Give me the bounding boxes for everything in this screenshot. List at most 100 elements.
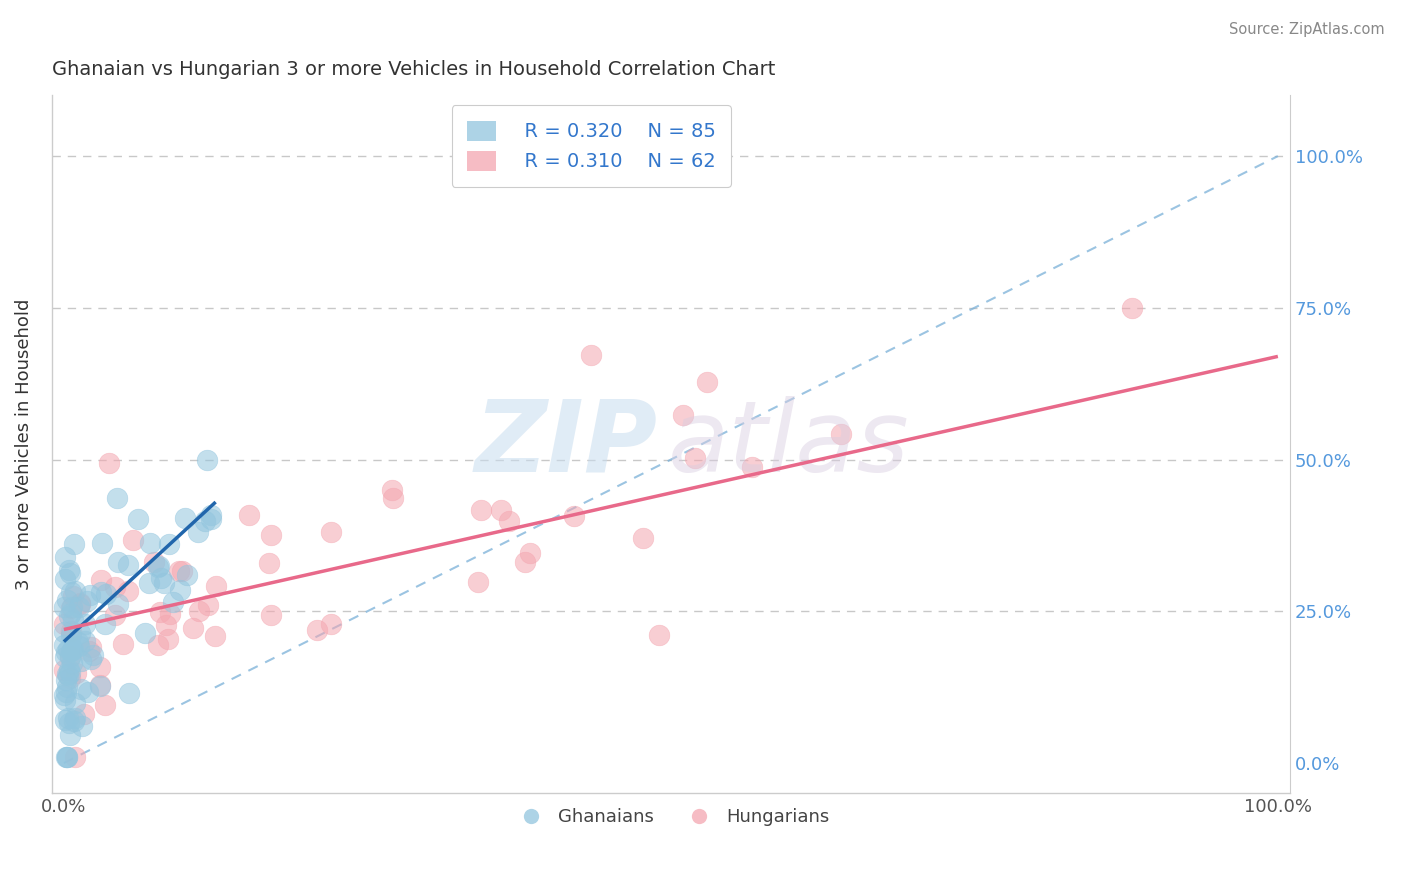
Point xyxy=(53,549,76,564)
Point xyxy=(58,609,80,624)
Point xyxy=(60,643,83,657)
Point xyxy=(58,663,80,677)
Point xyxy=(59,566,82,581)
Point xyxy=(55,685,77,699)
Point xyxy=(107,491,129,505)
Point xyxy=(79,588,101,602)
Point xyxy=(122,533,145,547)
Point xyxy=(467,575,489,590)
Point xyxy=(58,715,80,730)
Point xyxy=(63,714,86,728)
Point xyxy=(80,640,103,654)
Point xyxy=(319,524,342,539)
Text: atlas: atlas xyxy=(668,396,910,493)
Point xyxy=(69,597,91,611)
Point xyxy=(56,750,79,764)
Point xyxy=(60,600,83,615)
Point xyxy=(696,375,718,389)
Point xyxy=(89,678,111,692)
Point xyxy=(94,698,117,713)
Point xyxy=(76,685,98,699)
Point xyxy=(63,710,86,724)
Point xyxy=(65,666,87,681)
Point xyxy=(257,556,280,570)
Point xyxy=(53,572,76,586)
Point xyxy=(63,537,86,551)
Point xyxy=(107,555,129,569)
Point xyxy=(82,648,104,662)
Point xyxy=(53,638,76,652)
Point xyxy=(59,624,82,639)
Point xyxy=(67,635,90,649)
Point xyxy=(73,633,96,648)
Point xyxy=(176,568,198,582)
Point xyxy=(53,650,76,665)
Point xyxy=(631,531,654,545)
Point xyxy=(59,649,82,664)
Point xyxy=(138,576,160,591)
Point xyxy=(519,546,541,560)
Point xyxy=(204,629,226,643)
Point xyxy=(307,624,329,638)
Point xyxy=(58,648,80,663)
Text: ZIP: ZIP xyxy=(474,396,657,493)
Point xyxy=(63,750,86,764)
Point xyxy=(59,666,82,681)
Point xyxy=(62,589,84,603)
Text: Source: ZipAtlas.com: Source: ZipAtlas.com xyxy=(1229,22,1385,37)
Point xyxy=(60,607,83,621)
Point xyxy=(167,564,190,578)
Point xyxy=(489,503,512,517)
Text: Ghanaian vs Hungarian 3 or more Vehicles in Household Correlation Chart: Ghanaian vs Hungarian 3 or more Vehicles… xyxy=(52,60,775,78)
Point xyxy=(172,564,194,578)
Point xyxy=(150,571,173,585)
Point xyxy=(59,671,82,685)
Point xyxy=(260,607,283,622)
Point xyxy=(118,685,141,699)
Point xyxy=(55,673,77,688)
Point xyxy=(683,450,706,465)
Point xyxy=(647,628,669,642)
Point xyxy=(579,348,602,362)
Point xyxy=(156,632,179,646)
Point xyxy=(513,554,536,568)
Point xyxy=(58,642,80,657)
Point xyxy=(187,524,209,539)
Point xyxy=(1121,301,1143,316)
Point xyxy=(69,682,91,697)
Point xyxy=(498,514,520,528)
Point xyxy=(53,689,76,703)
Point xyxy=(200,512,222,526)
Point xyxy=(159,607,181,621)
Point xyxy=(321,616,343,631)
Point xyxy=(204,579,226,593)
Point xyxy=(70,654,93,668)
Point xyxy=(59,627,82,641)
Point xyxy=(53,693,76,707)
Point xyxy=(741,460,763,475)
Point xyxy=(56,668,79,682)
Point xyxy=(53,713,76,727)
Point xyxy=(55,680,77,694)
Point xyxy=(382,491,405,505)
Point xyxy=(117,584,139,599)
Y-axis label: 3 or more Vehicles in Household: 3 or more Vehicles in Household xyxy=(15,299,32,591)
Point xyxy=(157,537,180,551)
Point xyxy=(72,719,94,733)
Point xyxy=(104,580,127,594)
Point xyxy=(91,536,114,550)
Point xyxy=(90,574,112,588)
Point xyxy=(53,625,76,640)
Legend: Ghanaians, Hungarians: Ghanaians, Hungarians xyxy=(505,801,837,833)
Point xyxy=(96,587,118,601)
Point xyxy=(470,503,492,517)
Point xyxy=(162,595,184,609)
Point xyxy=(60,644,83,658)
Point xyxy=(112,637,135,651)
Point xyxy=(104,608,127,623)
Point xyxy=(67,639,90,653)
Point xyxy=(53,617,76,632)
Point xyxy=(58,563,80,577)
Point xyxy=(62,613,84,627)
Point xyxy=(830,426,852,441)
